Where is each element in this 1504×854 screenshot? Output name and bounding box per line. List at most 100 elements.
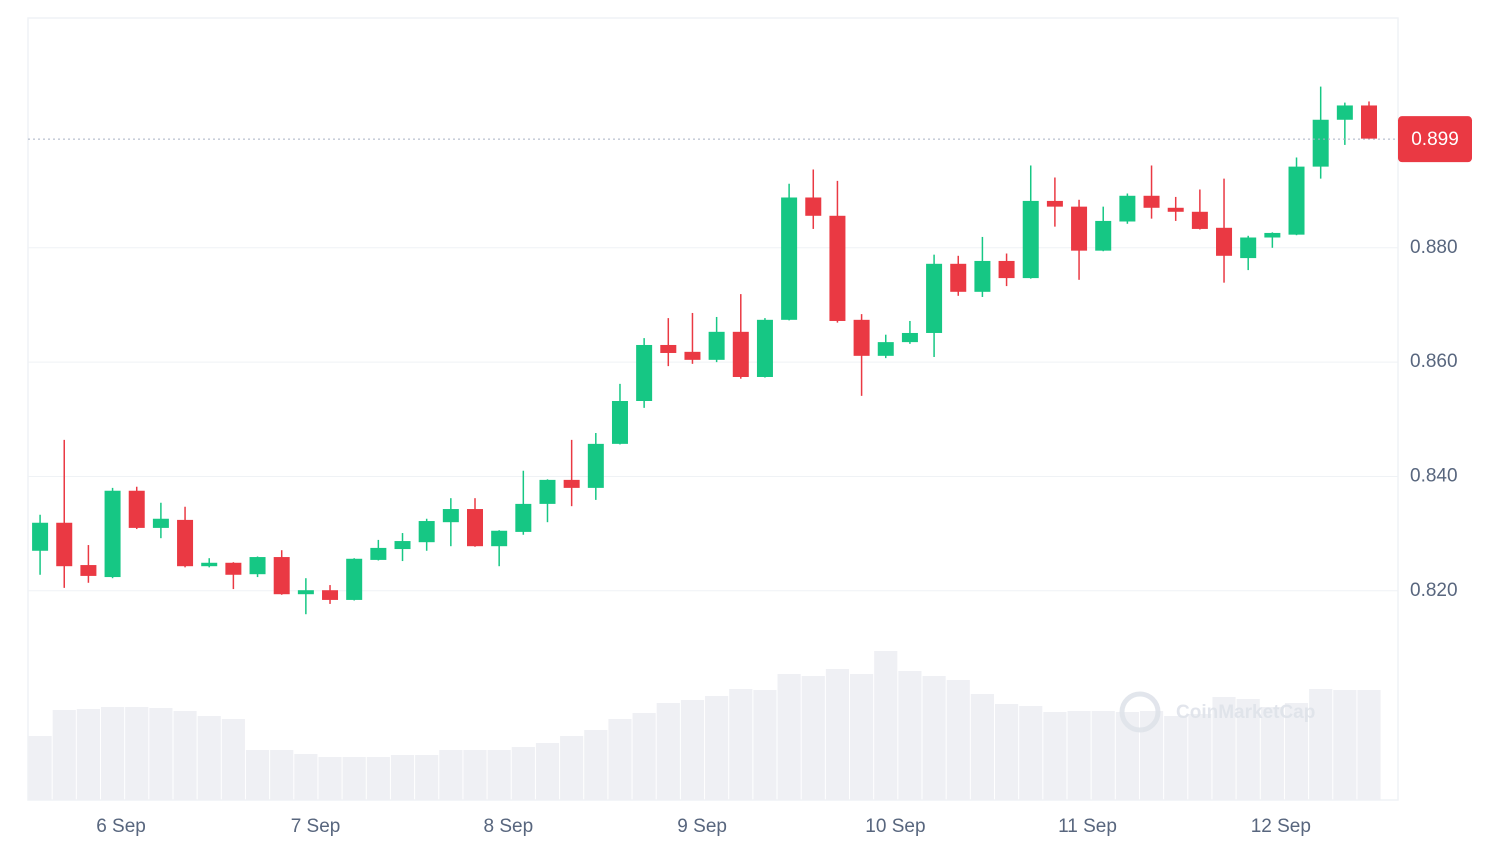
candle-body: [467, 509, 484, 547]
grid-layer: [28, 247, 1398, 592]
candle-body: [128, 490, 145, 528]
volume-bar: [221, 719, 245, 800]
candle-body: [781, 197, 798, 320]
volume-bar: [125, 707, 149, 800]
volume-bar: [342, 757, 366, 800]
volume-bar: [1309, 689, 1333, 800]
volume-bar: [366, 757, 390, 800]
y-tick-label: 0.840: [1410, 465, 1458, 486]
candle-body: [756, 319, 773, 377]
candle-body: [732, 331, 749, 377]
candle-body: [636, 344, 653, 401]
volume-bar: [1019, 706, 1043, 800]
candle-body: [297, 590, 314, 595]
volume-bar: [753, 690, 777, 800]
volume-bar: [1043, 712, 1067, 800]
volume-bar: [898, 671, 922, 800]
candle-body: [370, 547, 387, 560]
candle-body: [201, 562, 218, 567]
volume-bar: [439, 750, 463, 800]
candle-body: [974, 260, 991, 292]
x-tick-label: 9 Sep: [677, 816, 727, 837]
volume-bar: [608, 719, 632, 800]
volume-bar: [487, 750, 511, 800]
volume-bar: [28, 736, 52, 800]
candle-body: [1143, 195, 1160, 208]
volume-bar: [294, 754, 318, 800]
candle-body: [926, 263, 943, 333]
candle-body: [998, 260, 1015, 279]
volume-layer: [28, 651, 1381, 800]
volume-bar: [535, 743, 560, 800]
candle-body: [56, 522, 73, 567]
candle-body: [515, 503, 532, 532]
volume-bar: [560, 736, 584, 800]
candle-body: [1312, 119, 1329, 167]
volume-bar: [632, 713, 656, 800]
candle-body: [1288, 166, 1305, 235]
x-tick-label: 12 Sep: [1251, 816, 1311, 837]
candle-body: [563, 479, 580, 488]
candle-body: [1191, 211, 1208, 229]
volume-bar: [850, 674, 874, 800]
candle-body: [1022, 200, 1039, 279]
x-tick-label: 8 Sep: [484, 816, 534, 837]
watermark-logo: [1119, 691, 1161, 733]
volume-bar: [1357, 690, 1381, 800]
volume-bar: [922, 676, 946, 800]
last-price-label: 0.899: [1411, 129, 1459, 150]
volume-bar: [1164, 716, 1188, 800]
candle-body: [950, 263, 967, 292]
volume-bar: [705, 696, 729, 800]
candle-body: [177, 519, 194, 567]
candle-body: [394, 541, 411, 550]
candle-body: [853, 319, 870, 356]
y-tick-label: 0.880: [1410, 237, 1458, 258]
x-tick-label: 11 Sep: [1058, 816, 1117, 837]
volume-bar: [245, 750, 270, 800]
candle-body: [684, 351, 701, 360]
volume-bar: [173, 711, 197, 800]
candle-body: [152, 518, 169, 528]
volume-bar: [390, 755, 415, 800]
volume-bar: [1260, 707, 1284, 800]
candle-body: [1119, 195, 1136, 222]
candle-body: [1336, 105, 1353, 120]
candle-body: [80, 565, 97, 576]
candle-body: [1071, 206, 1088, 251]
volume-bar: [318, 757, 342, 800]
label-layer: 0.820 0.840 0.860 0.880 6 Sep 7 Sep 8 Sep 9 Sep…: [96, 116, 1472, 837]
candle-body: [805, 197, 822, 216]
candle-body: [491, 530, 508, 547]
volume-bar: [415, 755, 439, 800]
candle-body: [346, 558, 363, 600]
x-tick-label: 10 Sep: [865, 816, 925, 837]
plot-frame: [27, 17, 1399, 801]
watermark-text: CoinMarketCap: [1176, 702, 1315, 723]
volume-bar: [825, 669, 850, 800]
candle-body: [1095, 220, 1112, 251]
volume-bar: [511, 747, 535, 800]
candle-body: [539, 479, 556, 504]
volume-bar: [1115, 712, 1139, 800]
volume-bar: [1091, 711, 1115, 800]
volume-bar: [1333, 690, 1357, 800]
volume-bar: [729, 689, 753, 800]
candle-body: [708, 331, 725, 360]
candle-body: [1046, 200, 1063, 207]
watermark: CoinMarketCap: [1119, 691, 1315, 733]
candle-body: [273, 557, 290, 595]
candle-body: [249, 557, 266, 575]
candle-body: [1361, 105, 1378, 139]
candle-body: [322, 590, 339, 600]
volume-bar: [1284, 703, 1309, 800]
candle-layer: [28, 86, 1398, 615]
volume-bar: [970, 694, 994, 800]
volume-bar: [463, 750, 487, 800]
candle-body: [660, 344, 677, 353]
volume-bar: [874, 651, 898, 800]
candle-body: [418, 521, 435, 543]
candle-body: [1240, 237, 1257, 259]
candle-body: [611, 400, 628, 444]
